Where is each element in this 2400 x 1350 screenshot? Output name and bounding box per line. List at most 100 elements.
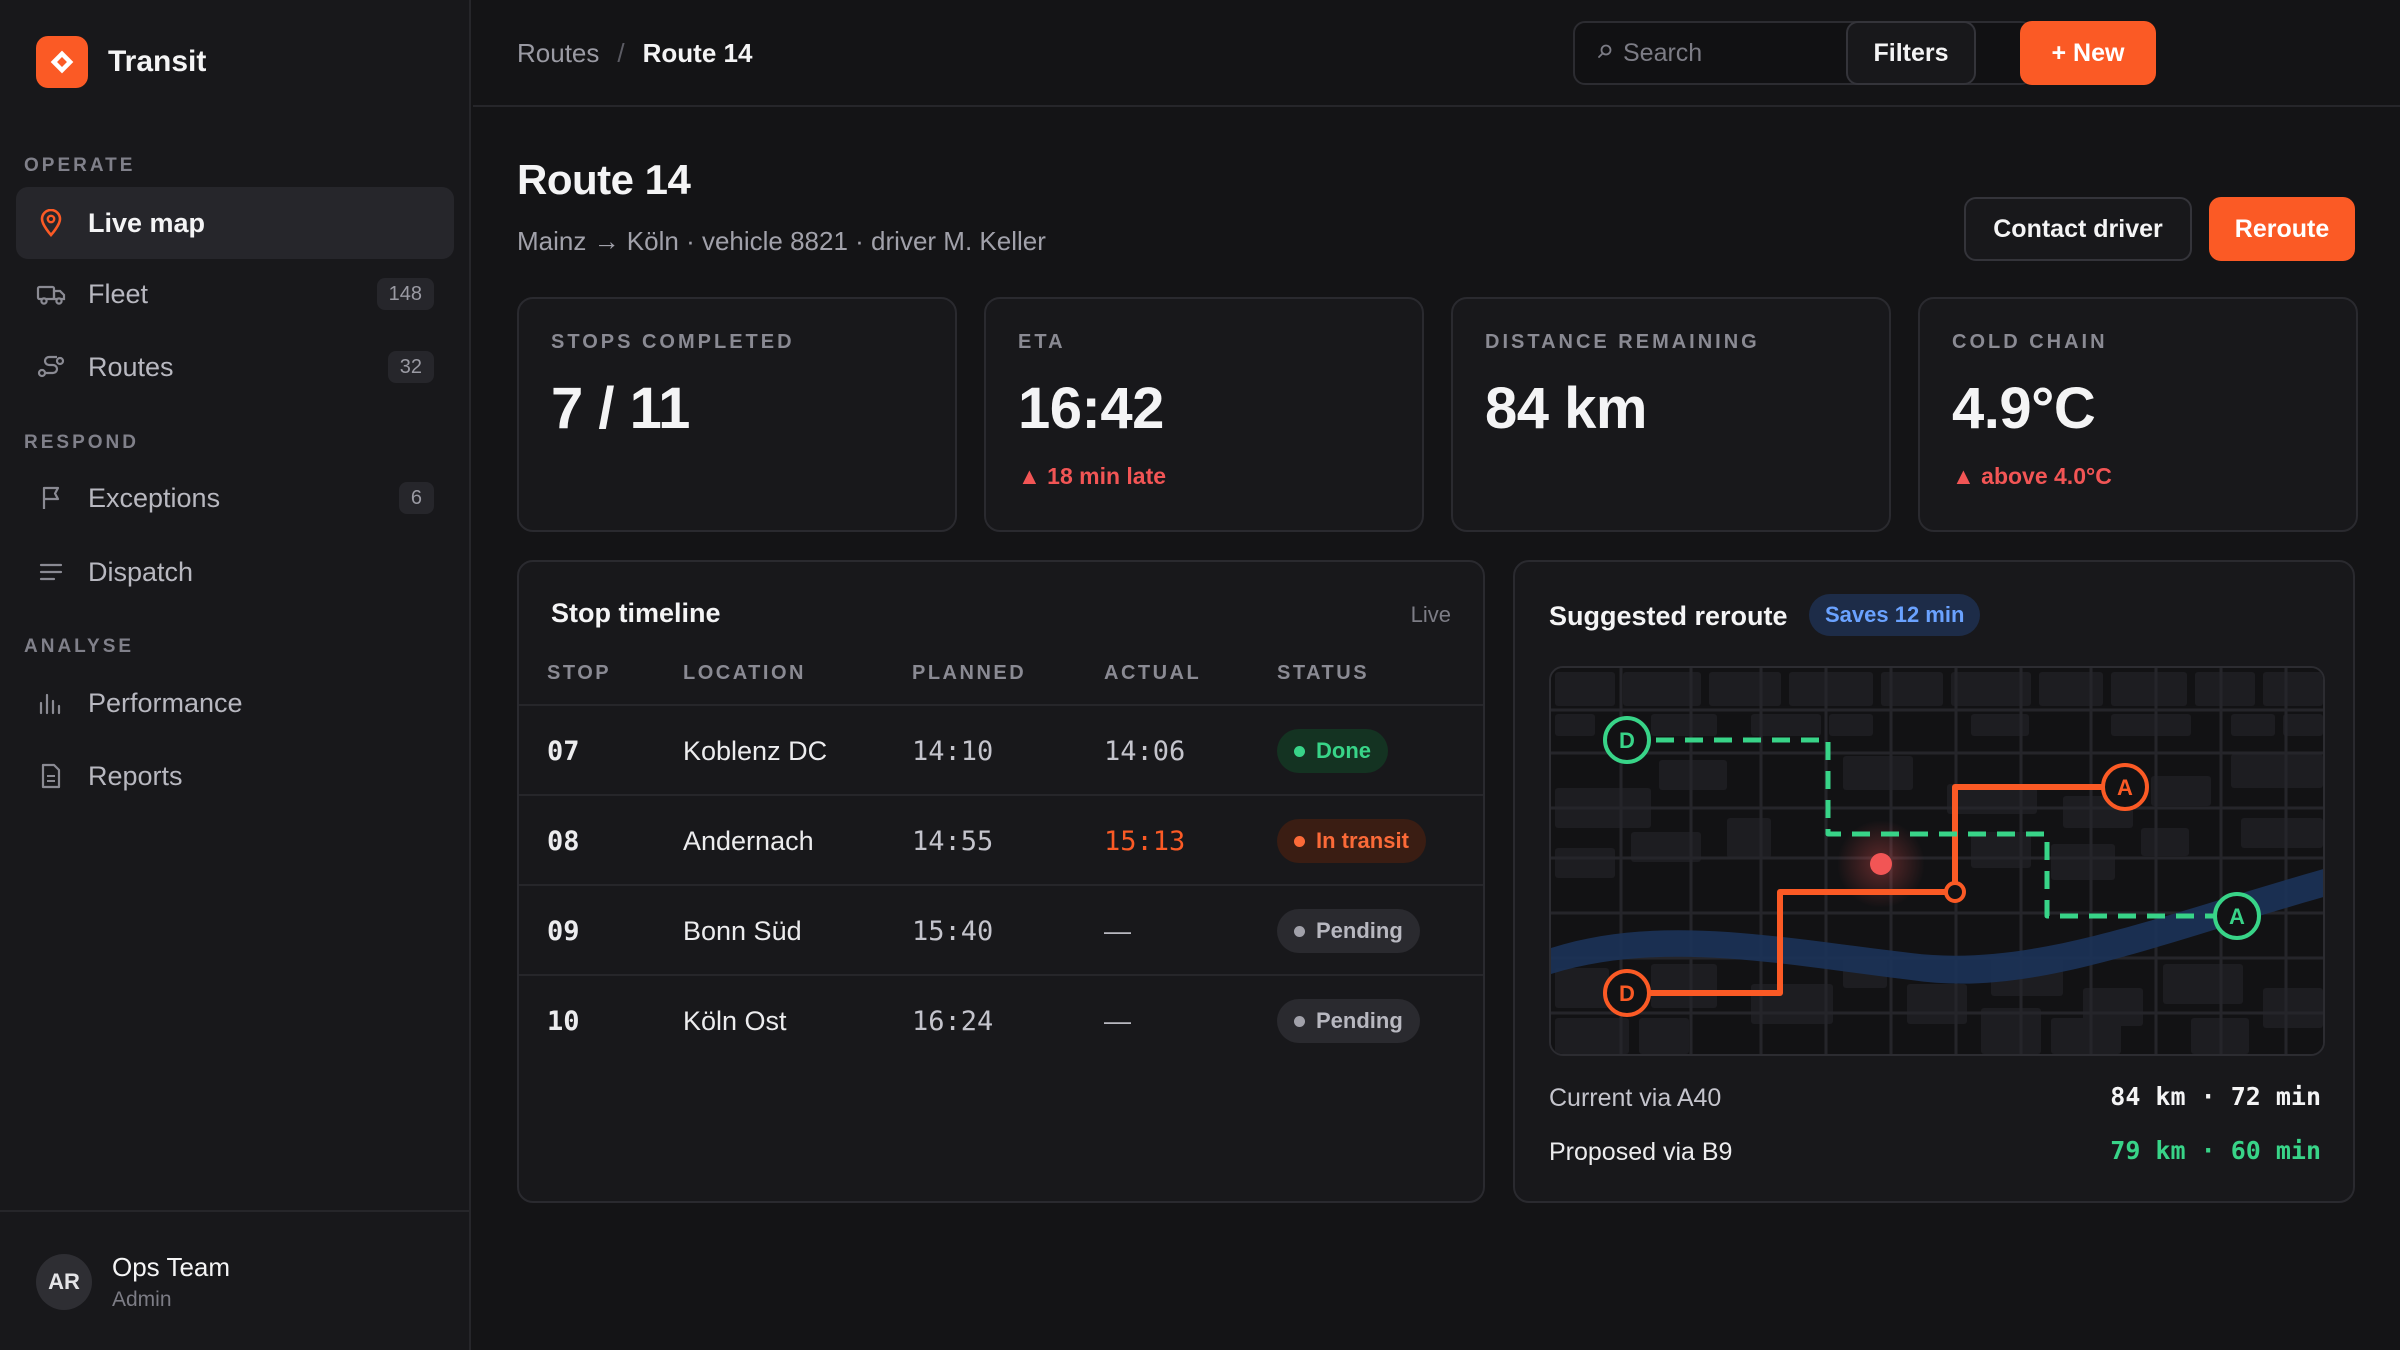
filters-button[interactable]: Filters <box>1846 21 1976 85</box>
kpi-stops-completed: STOPS COMPLETED 7 / 11 <box>517 297 957 532</box>
route-map[interactable]: D A D A <box>1549 666 2325 1056</box>
status-badge: Pending <box>1277 999 1420 1043</box>
flag-icon <box>36 483 66 513</box>
breadcrumb-current: Route 14 <box>642 38 753 68</box>
live-indicator: Live <box>1410 602 1451 627</box>
status-dot-icon <box>1294 835 1305 847</box>
section-label-analyse: ANALYSE <box>24 636 135 657</box>
proposed-depart-marker: D <box>1603 716 1651 764</box>
list-icon <box>36 557 66 587</box>
kpi-label: COLD CHAIN <box>1952 331 2108 353</box>
sidebar-item-exceptions[interactable]: Exceptions 6 <box>16 462 454 534</box>
user-profile[interactable]: AR Ops Team Admin <box>0 1210 469 1350</box>
column-header-stop: STOP <box>547 662 612 684</box>
status-label: Pending <box>1316 918 1403 943</box>
suggested-reroute-panel: Suggested reroute Saves 12 min <box>1513 560 2355 1203</box>
svg-text:D: D <box>1619 981 1635 1006</box>
contact-driver-button[interactable]: Contact driver <box>1964 197 2192 261</box>
kpi-warning-note: ▲ above 4.0°C <box>1952 463 2112 489</box>
column-header-status: STATUS <box>1277 662 1370 684</box>
user-name: Ops Team <box>112 1252 231 1282</box>
sidebar-item-performance[interactable]: Performance <box>16 667 454 739</box>
kpi-warning-note: ▲ 18 min late <box>1018 463 1167 489</box>
status-label: In transit <box>1316 828 1409 853</box>
sidebar-item-reports[interactable]: Reports <box>16 740 454 812</box>
kpi-value: 4.9°C <box>1952 376 2096 441</box>
svg-text:A: A <box>2117 775 2133 800</box>
svg-text:A: A <box>2229 904 2245 929</box>
proposed-route-label: Proposed via B9 <box>1549 1138 1733 1166</box>
sidebar-item-label: Dispatch <box>88 556 194 587</box>
panel-title: Suggested reroute <box>1549 601 1788 631</box>
topbar: Routes / Route 14 Filters + New <box>473 0 2400 107</box>
sidebar-item-fleet[interactable]: Fleet 148 <box>16 258 454 330</box>
actual-time: 15:13 <box>1104 826 1186 857</box>
actual-time: — <box>1104 1006 1131 1036</box>
route-icon <box>36 352 66 382</box>
fleet-count-badge: 148 <box>376 278 434 310</box>
table-row[interactable]: 08 Andernach 14:55 15:13 In transit <box>519 794 1483 884</box>
sidebar-item-live-map[interactable]: Live map <box>16 187 454 259</box>
avatar: AR <box>36 1254 92 1310</box>
reroute-button[interactable]: Reroute <box>2209 197 2355 261</box>
status-dot-icon <box>1294 1015 1305 1027</box>
current-depart-marker: D <box>1603 969 1651 1017</box>
kpi-eta: ETA 16:42 ▲ 18 min late <box>984 297 1424 532</box>
sidebar-item-label: Performance <box>88 687 243 718</box>
kpi-value: 7 / 11 <box>551 376 690 441</box>
column-header-actual: ACTUAL <box>1104 662 1202 684</box>
stop-number: 09 <box>547 916 580 947</box>
stop-timeline-panel: Stop timeline Live STOP LOCATION PLANNED… <box>517 560 1485 1203</box>
stop-number: 10 <box>547 1006 580 1037</box>
current-route-line <box>1627 784 2125 996</box>
actual-time: — <box>1104 916 1131 946</box>
column-header-planned: PLANNED <box>912 662 1027 684</box>
status-badge: Pending <box>1277 909 1420 953</box>
sidebar-item-label: Reports <box>88 760 183 791</box>
kpi-value: 84 km <box>1485 376 1647 441</box>
breadcrumb-separator: / <box>617 38 625 68</box>
sidebar-item-label: Fleet <box>88 278 149 309</box>
user-role: Admin <box>112 1288 172 1311</box>
status-dot-icon <box>1294 745 1305 757</box>
planned-time: 14:10 <box>912 736 994 767</box>
column-header-location: LOCATION <box>683 662 806 684</box>
table-row[interactable]: 09 Bonn Süd 15:40 — Pending <box>519 884 1483 974</box>
routes-count-badge: 32 <box>387 351 434 383</box>
breadcrumb-routes-link[interactable]: Routes <box>517 38 600 68</box>
sidebar-item-label: Exceptions <box>88 482 221 513</box>
planned-time: 15:40 <box>912 916 994 947</box>
breadcrumb: Routes / Route 14 <box>517 38 752 69</box>
sidebar-item-label: Routes <box>88 351 174 382</box>
svg-text:D: D <box>1619 728 1635 753</box>
kpi-label: DISTANCE REMAINING <box>1485 331 1760 353</box>
savings-badge: Saves 12 min <box>1809 594 1981 636</box>
truck-icon <box>36 279 66 309</box>
kpi-label: STOPS COMPLETED <box>551 331 795 353</box>
exceptions-count-badge: 6 <box>398 482 434 514</box>
sidebar-item-dispatch[interactable]: Dispatch <box>16 536 454 608</box>
proposed-arrive-marker: A <box>2213 892 2261 940</box>
status-label: Done <box>1316 738 1371 763</box>
status-dot-icon <box>1294 925 1305 937</box>
stop-location: Koblenz DC <box>683 736 828 766</box>
stop-location: Bonn Süd <box>683 916 802 946</box>
stop-location: Andernach <box>683 826 814 856</box>
bar-chart-icon <box>36 688 66 718</box>
route-summary: Mainz → Köln · vehicle 8821 · driver M. … <box>517 226 1046 256</box>
kpi-cold-chain: COLD CHAIN 4.9°C ▲ above 4.0°C <box>1918 297 2358 532</box>
sidebar: Transit OPERATE Live map Fleet 148 Route… <box>0 0 471 1350</box>
search-icon <box>1597 43 1613 64</box>
stop-number: 07 <box>547 736 580 767</box>
transit-logo-icon <box>36 36 88 88</box>
status-badge: Done <box>1277 729 1388 773</box>
kpi-value: 16:42 <box>1018 376 1164 441</box>
actual-time: 14:06 <box>1104 736 1186 767</box>
river <box>1551 869 2323 984</box>
table-row[interactable]: 07 Koblenz DC 14:10 14:06 Done <box>519 704 1483 794</box>
sidebar-item-routes[interactable]: Routes 32 <box>16 331 454 403</box>
brand[interactable]: Transit <box>36 36 206 88</box>
current-route-stats: 84 km · 72 min <box>2110 1082 2321 1111</box>
new-button[interactable]: + New <box>2020 21 2156 85</box>
table-row[interactable]: 10 Köln Ost 16:24 — Pending <box>519 974 1483 1064</box>
